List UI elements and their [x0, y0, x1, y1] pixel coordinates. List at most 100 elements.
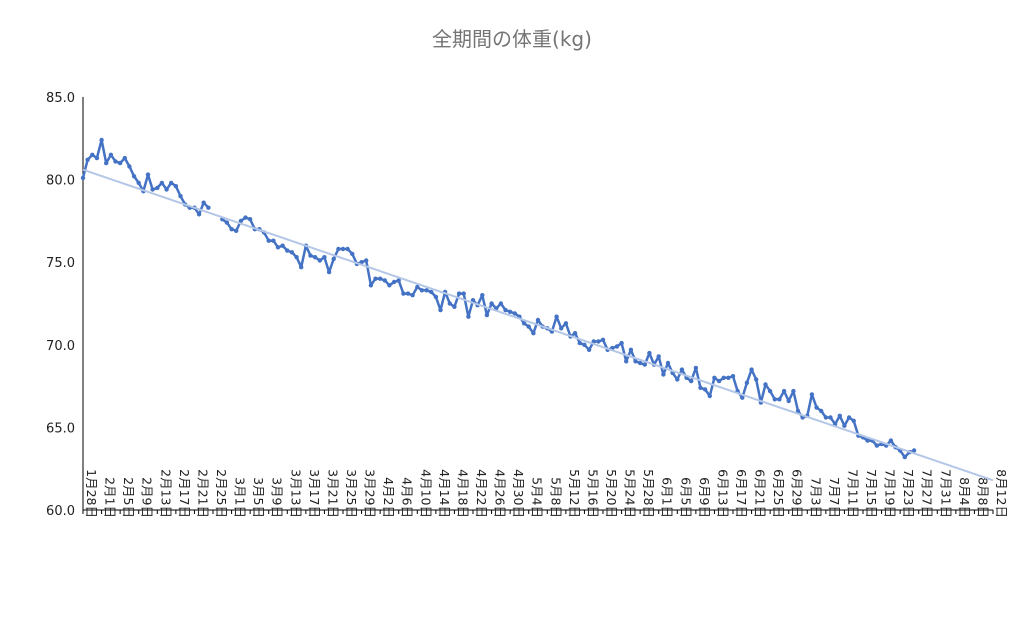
weight-point [846, 415, 852, 420]
weight-point [521, 321, 527, 326]
weight-point [299, 265, 304, 270]
weight-point [902, 454, 907, 460]
weight-point [285, 248, 290, 253]
weight-point [535, 317, 541, 323]
weight-point [781, 388, 787, 394]
weight-point [888, 438, 894, 443]
weight-point [647, 350, 652, 356]
x-tick-label: 5月20日 [604, 469, 619, 518]
weight-point [164, 187, 169, 192]
x-tick-label: 2月9日 [140, 477, 155, 518]
weight-point [619, 340, 624, 346]
x-tick-label: 2月25日 [214, 469, 229, 518]
weight-point [554, 314, 559, 319]
weight-point [117, 160, 123, 166]
weight-point [791, 388, 796, 394]
weight-point [614, 344, 620, 349]
weight-point [512, 311, 517, 316]
weight-point [656, 354, 661, 359]
weight-point [707, 393, 712, 399]
weight-point [169, 180, 174, 186]
x-tick-label: 4月6日 [400, 477, 415, 518]
x-tick-label: 4月22日 [474, 469, 489, 518]
weight-point [819, 408, 824, 414]
weight-point [466, 314, 471, 319]
weight-point [424, 288, 429, 293]
x-tick-label: 5月24日 [623, 469, 638, 518]
x-tick-label: 3月13日 [288, 469, 303, 518]
weight-point [131, 174, 137, 179]
weight-point [127, 164, 132, 169]
weight-point [689, 378, 694, 384]
weight-point [665, 360, 671, 366]
y-axis-ticks: 60.0 65.0 70.0 75.0 80.0 85.0 [46, 91, 75, 519]
weight-point [90, 152, 95, 157]
weight-point [679, 367, 685, 372]
weight-point [763, 382, 768, 387]
weight-point [470, 298, 476, 303]
weight-point [661, 372, 666, 377]
weight-point [480, 293, 485, 298]
x-tick-label: 5月16日 [585, 469, 600, 518]
weight-point [387, 283, 392, 288]
x-tick-label: 7月19日 [883, 469, 898, 518]
weight-point [456, 291, 462, 296]
x-tick-label: 3月29日 [363, 469, 378, 518]
weight-point [489, 301, 494, 306]
x-tick-label: 7月15日 [864, 469, 879, 518]
x-axis-ticks: 1月28日 2月1日 2月5日 2月9日 2月13日 2月17日 2月21日 2月25日 3月1… [82, 469, 1009, 518]
weight-point [229, 227, 234, 232]
weight-point [275, 245, 281, 250]
weight-point [104, 160, 109, 166]
weight-point [201, 200, 206, 205]
x-tick-label: 1月28日 [84, 469, 99, 518]
x-tick-label: 6月29日 [790, 469, 805, 518]
x-tick-label: 4月18日 [455, 469, 470, 518]
weight-point [196, 212, 202, 217]
x-tick-label: 2月13日 [158, 469, 173, 518]
y-tick-label: 85.0 [46, 91, 75, 106]
x-tick-label: 4月14日 [437, 469, 452, 518]
x-tick-label: 7月27日 [920, 469, 935, 518]
weight-point [503, 307, 508, 313]
trendline [82, 168, 994, 482]
x-tick-label: 3月9日 [270, 477, 285, 518]
weight-point [108, 152, 114, 157]
weight-point [730, 374, 736, 379]
x-tick-label: 3月17日 [307, 469, 322, 518]
weight-point [582, 342, 587, 347]
weight-point [716, 378, 722, 384]
weight-point [396, 278, 401, 283]
weight-point [744, 380, 750, 385]
weight-point [702, 387, 708, 392]
weight-point [340, 246, 346, 252]
weight-point [85, 157, 90, 162]
weight-point [865, 438, 870, 443]
weight-point [99, 137, 104, 143]
weight-point [596, 339, 601, 344]
x-tick-label: 2月5日 [121, 477, 136, 518]
weight-point [234, 228, 239, 233]
weight-point [410, 293, 415, 298]
weight-point [559, 326, 564, 331]
weight-point [336, 246, 341, 252]
weight-point [809, 392, 815, 397]
weight-point [350, 251, 355, 257]
weight-point [136, 180, 141, 186]
weight-point [122, 155, 128, 161]
x-tick-label: 6月21日 [753, 469, 768, 518]
y-tick-label: 80.0 [46, 174, 75, 189]
x-tick-label: 2月1日 [103, 477, 118, 518]
x-tick-label: 7月7日 [827, 477, 842, 518]
weight-point [331, 256, 336, 262]
weight-point [280, 243, 285, 248]
x-tick-label: 5月8日 [548, 477, 563, 518]
weight-point [721, 375, 726, 380]
x-tick-label: 5月12日 [567, 469, 582, 518]
weight-point [637, 360, 643, 366]
x-tick-label: 8月4日 [957, 477, 972, 518]
weight-point [624, 359, 629, 364]
weight-point [814, 405, 819, 410]
weight-point [767, 388, 773, 394]
weight-point [693, 365, 699, 371]
